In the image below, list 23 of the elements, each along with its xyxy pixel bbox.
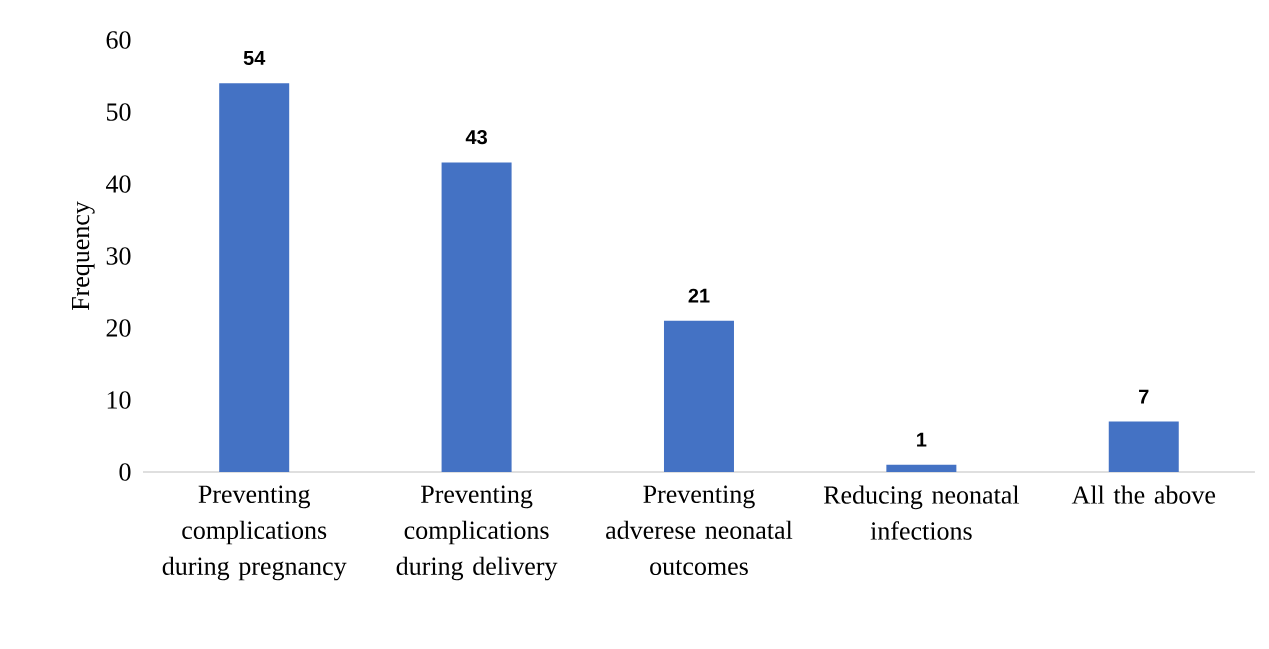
x-tick-label: Preventing adverese neonatal outcomes <box>606 485 793 575</box>
y-tick-label: 10 <box>107 391 131 409</box>
y-tick-label: 30 <box>106 247 131 265</box>
x-tick-label: Preventing complications during pregnancy <box>162 485 347 581</box>
data-label: 1 <box>917 432 927 447</box>
y-tick-label: 20 <box>106 319 131 337</box>
x-tick-label: Reducing neonatal infections <box>823 485 1020 540</box>
bar <box>663 320 734 472</box>
bar <box>219 83 290 472</box>
x-tick-label: All the above <box>1071 485 1216 504</box>
y-tick-label: 50 <box>107 103 131 121</box>
bar <box>886 464 957 472</box>
data-label: 43 <box>465 130 487 145</box>
x-tick-label: Preventing complications during delivery <box>396 485 558 581</box>
y-tick-label: 0 <box>119 463 131 481</box>
bar <box>1108 421 1179 472</box>
y-tick-label: 60 <box>106 31 131 49</box>
bar <box>441 162 512 472</box>
y-tick-label: 40 <box>106 175 131 193</box>
y-axis-title: Frequency <box>72 201 95 311</box>
data-label: 7 <box>1139 389 1149 404</box>
data-label: 21 <box>688 288 710 303</box>
data-label: 54 <box>243 51 266 66</box>
